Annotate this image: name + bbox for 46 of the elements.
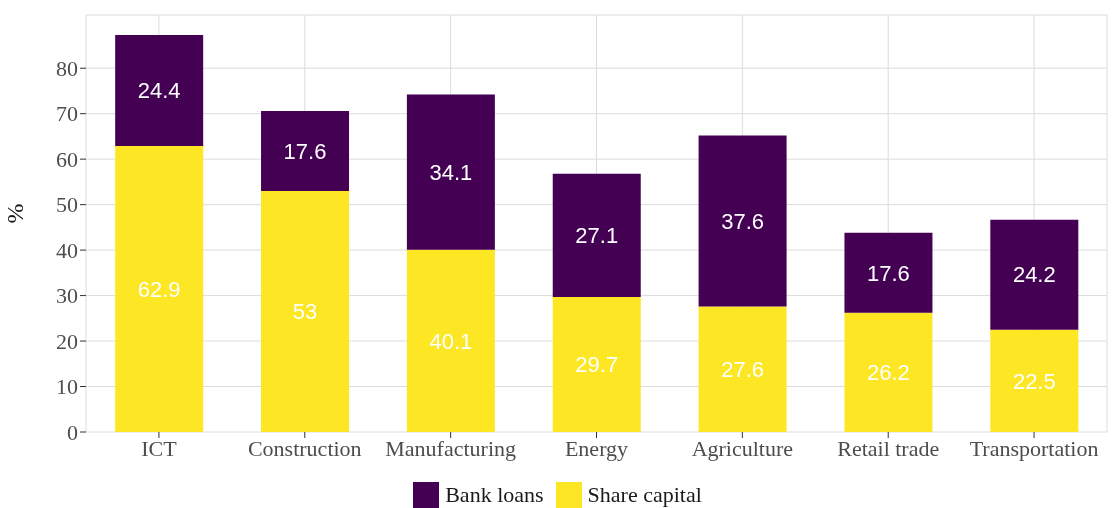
y-tick-label: 60 [56,146,78,172]
data-label: 17.6 [283,138,327,164]
bar [698,306,787,432]
bar [406,94,495,250]
data-label: 26.2 [867,360,910,386]
bar [698,135,787,307]
data-label: 62.9 [137,276,181,302]
data-label: 29.7 [575,352,619,378]
x-tick-label: Energy [564,435,629,461]
bar [990,329,1079,432]
y-tick-label: 0 [67,419,78,445]
bar [844,232,933,313]
x-tick-label: ICT [141,435,178,461]
data-label: 53 [292,299,318,325]
data-label: 24.4 [137,78,181,104]
y-tick-label: 10 [56,374,78,400]
data-label: 37.6 [721,208,765,234]
data-label: 34.1 [429,159,473,185]
data-label: 27.6 [721,357,765,383]
x-tick-label: Agriculture [691,435,794,461]
data-label: 22.5 [1012,368,1056,394]
bar [115,145,204,432]
bar [990,219,1079,330]
bar [261,190,350,432]
x-tick-label: Manufacturing [385,435,517,461]
bar [261,110,350,191]
data-label: 40.1 [429,328,473,354]
y-tick-label: 40 [56,237,78,263]
bar [406,249,495,432]
bar [552,173,641,297]
bar [844,312,933,432]
legend-label: Share capital [586,482,702,508]
bar [552,296,641,432]
x-tick-label: Construction [247,435,362,461]
y-tick-label: 70 [56,101,78,127]
data-label: 17.6 [867,260,910,286]
x-tick-label: Transportation [969,435,1099,461]
x-tick-label: Retail trade [837,435,940,461]
data-label: 24.2 [1012,262,1056,288]
data-label: 27.1 [575,223,619,249]
legend-label: Bank loans [444,482,544,508]
y-tick-label: 50 [56,192,78,218]
y-tick-label: 20 [56,328,78,354]
y-tick-label: 80 [56,56,78,82]
bar [115,35,204,146]
y-tick-label: 30 [56,283,78,309]
